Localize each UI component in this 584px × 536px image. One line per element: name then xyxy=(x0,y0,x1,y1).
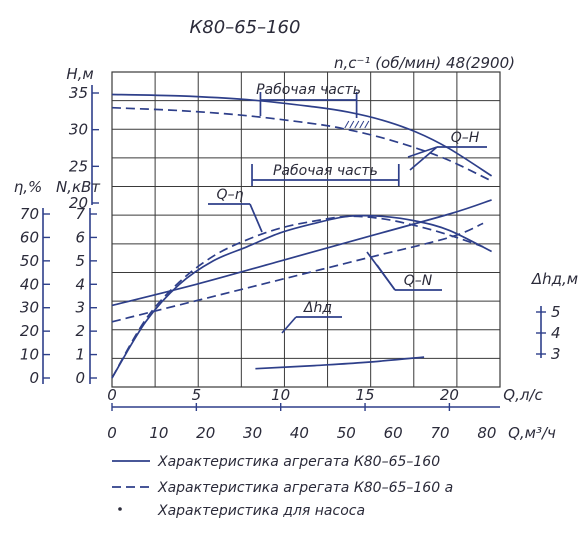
chart-title: К80–65–160 xyxy=(190,17,301,38)
h-axis-tick-label: 20 xyxy=(69,194,88,212)
legend-label: Характеристика для насоса xyxy=(157,503,365,519)
x-primary-tick-label: 20 xyxy=(440,386,459,404)
x-secondary-tick-label: 40 xyxy=(290,424,309,442)
legend-label: Характеристика агрегата К80–65–160 а xyxy=(157,480,453,496)
dh-leader xyxy=(281,316,297,334)
x-primary-tick-label: 10 xyxy=(271,386,290,404)
hatch-mark xyxy=(364,120,370,129)
n-axis-label: N,кВт xyxy=(56,178,101,196)
x-secondary-tick-label: 60 xyxy=(384,424,403,442)
n-axis-tick-label: 7 xyxy=(75,205,85,223)
h-axis-tick-label: 30 xyxy=(69,121,88,139)
h-axis-label: Н,м xyxy=(66,65,93,83)
work-range-top-label: Рабочая часть xyxy=(256,82,361,98)
n-axis-tick-label: 0 xyxy=(75,369,85,387)
series-eta-dashed-line xyxy=(111,215,484,379)
n-axis-tick-label: 1 xyxy=(75,346,85,364)
x-secondary-tick-label: 0 xyxy=(107,424,117,442)
hatch-mark xyxy=(349,120,355,129)
legend-dot-swatch xyxy=(118,507,122,511)
eta-axis-label: η,% xyxy=(14,178,43,196)
eta-axis-tick-label: 50 xyxy=(20,252,39,270)
hatch-mark xyxy=(354,120,360,129)
series-eta-solid-line xyxy=(111,214,492,379)
grid xyxy=(111,71,501,388)
eta-axis-tick-label: 30 xyxy=(20,299,39,317)
h-axis-tick-label: 35 xyxy=(69,84,88,102)
qn-label: Q–N xyxy=(404,273,433,289)
x-primary-tick-label: 15 xyxy=(355,386,374,404)
series-N-dashed-line xyxy=(111,222,484,323)
dh-axis-label: Δhд,м xyxy=(531,270,578,288)
dh-axis-tick-label: 3 xyxy=(551,345,561,363)
qh-leader-solid xyxy=(407,146,438,158)
dh-axis-tick-label: 5 xyxy=(551,303,561,321)
dh-label: Δhд xyxy=(303,300,332,316)
speed-label: n,c⁻¹ (об/мин) 48(2900) xyxy=(334,54,515,72)
plot-frame xyxy=(111,71,501,388)
x-primary-tick-label: 0 xyxy=(107,386,117,404)
eta-axis-tick-label: 20 xyxy=(20,322,39,340)
annotations: Рабочая часть Рабочая часть Q–H Q–η Q–N Δhд xyxy=(208,82,487,334)
x-secondary-tick-label: 10 xyxy=(149,424,168,442)
qh-leader-dashed xyxy=(409,146,438,171)
qh-label: Q–H xyxy=(451,130,480,146)
n-axis-tick-label: 2 xyxy=(75,322,85,340)
n-axis-tick-label: 6 xyxy=(75,228,85,246)
series-H-dashed-line xyxy=(111,106,492,182)
x-secondary-tick-label: 20 xyxy=(196,424,215,442)
qeta-leader xyxy=(249,203,263,233)
h-axis-tick-label: 25 xyxy=(69,157,88,175)
qeta-label: Q–η xyxy=(217,187,244,203)
x-primary-tick-label: 5 xyxy=(192,386,202,404)
series-dh-solid-line xyxy=(255,356,425,370)
x-primary-label: Q,л/с xyxy=(503,386,543,404)
series-H-solid-line xyxy=(111,93,493,177)
legend-label: Характеристика агрегата К80–65–160 xyxy=(157,454,440,470)
dh-axis-tick-label: 4 xyxy=(551,324,561,342)
eta-axis-tick-label: 0 xyxy=(29,369,39,387)
eta-axis-tick-label: 40 xyxy=(20,275,39,293)
eta-axis-tick-label: 70 xyxy=(20,205,39,223)
n-axis-tick-label: 5 xyxy=(75,252,85,270)
n-axis-tick-label: 3 xyxy=(75,299,85,317)
x-secondary-label: Q,м³/ч xyxy=(508,424,556,442)
series-N-solid-line xyxy=(111,199,492,307)
eta-axis-tick-label: 60 xyxy=(20,228,39,246)
x-secondary-tick-label: 80 xyxy=(477,424,496,442)
x-secondary-tick-label: 30 xyxy=(243,424,262,442)
hatch-mark xyxy=(359,120,365,129)
qn-leader-dashed xyxy=(376,264,396,291)
hatch-mark xyxy=(344,120,350,129)
x-secondary-tick-label: 50 xyxy=(337,424,356,442)
n-axis-tick-label: 4 xyxy=(75,275,85,293)
eta-axis-tick-label: 10 xyxy=(20,346,39,364)
work-range-mid-label: Рабочая часть xyxy=(273,163,378,179)
legend: Характеристика агрегата К80–65–160 Характ… xyxy=(112,454,453,519)
x-secondary-tick-label: 70 xyxy=(430,424,449,442)
axes: Н,м20253035N,кВт01234567η,%0102030405060… xyxy=(14,65,578,442)
curves xyxy=(111,93,493,379)
